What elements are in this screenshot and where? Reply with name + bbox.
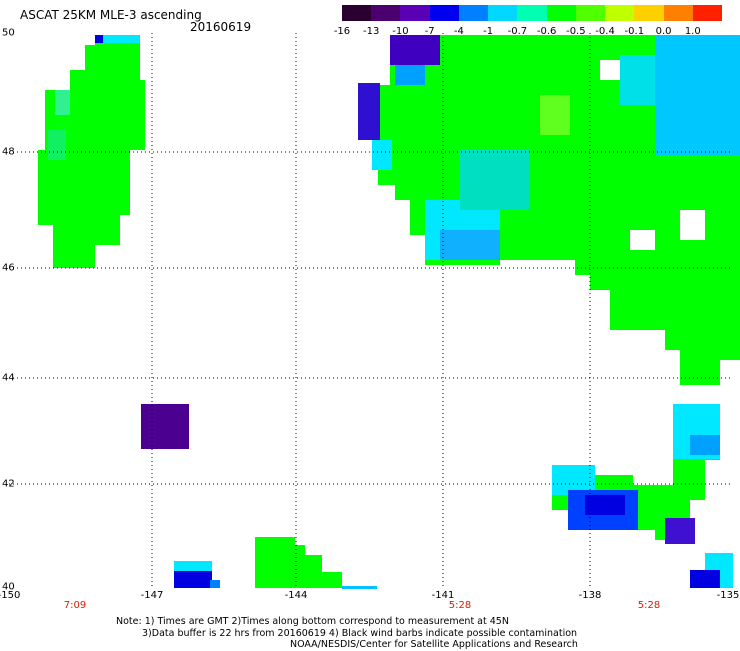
data-cell xyxy=(174,561,212,571)
data-cell xyxy=(690,570,720,588)
colorbar-swatch xyxy=(400,5,431,21)
note-line-1: Note: 1) Times are GMT 2)Times along bot… xyxy=(116,616,509,627)
data-cell xyxy=(460,150,530,210)
colorbar-tick-label: 1.0 xyxy=(684,26,701,37)
bottom-swath xyxy=(255,537,342,588)
colorbar-swatch xyxy=(371,5,401,21)
colorbar-tick-label: -0.4 xyxy=(595,26,615,37)
data-cell xyxy=(655,35,740,155)
data-cell xyxy=(540,95,570,135)
time-label: 7:09 xyxy=(63,600,87,611)
time-label: 5:28 xyxy=(637,600,661,611)
data-cell xyxy=(95,35,103,43)
colorbar-tick-label: 0.0 xyxy=(655,26,672,37)
colorbar-tick-label: -16 xyxy=(333,26,351,37)
colorbar-tick-label: -7 xyxy=(424,26,435,37)
colorbar-swatch xyxy=(429,5,460,21)
data-cell xyxy=(342,586,377,589)
x-tick-label: -135 xyxy=(716,590,740,601)
data-cell xyxy=(210,580,220,588)
data-cell xyxy=(690,435,720,455)
data-cell xyxy=(103,35,140,43)
y-tick-label: 44 xyxy=(2,372,15,384)
colorbar-tick-label: -1 xyxy=(483,26,494,37)
time-label: 5:28 xyxy=(448,600,472,611)
colorbar: -16 -13 -10 -7 -4 -1 -0.7 -0.6 -0.5 -0.4 -0.1 0.0 1.… xyxy=(334,0,723,40)
colorbar-tick-label: -0.5 xyxy=(566,26,586,37)
note-line-3: NOAA/NESDIS/Center for Satellite Applica… xyxy=(290,639,578,650)
colorbar-swatch xyxy=(634,5,665,21)
data-cell xyxy=(665,518,695,544)
colorbar-tick-label: -4 xyxy=(453,26,464,37)
purple-cell xyxy=(141,404,189,449)
data-cell xyxy=(48,130,66,160)
product-title: ASCAT 25KM MLE-3 ascending xyxy=(20,8,202,22)
colorbar-tick-label: -10 xyxy=(392,26,409,37)
right-swath xyxy=(372,35,740,385)
colorbar-tick-label: -0.6 xyxy=(536,26,557,37)
x-tick-label: -147 xyxy=(140,590,164,601)
data-cell xyxy=(390,35,440,65)
y-tick-label: 50 xyxy=(2,27,15,39)
data-cell xyxy=(55,90,70,115)
data-cell xyxy=(174,571,212,588)
data-cell xyxy=(630,230,655,250)
colorbar-swatch xyxy=(488,5,518,21)
colorbar-swatch xyxy=(458,5,489,21)
colorbar-swatch xyxy=(342,5,372,21)
y-tick-label: 46 xyxy=(2,262,15,274)
data-cell xyxy=(585,495,625,515)
data-cell xyxy=(620,55,655,105)
data-cell xyxy=(440,230,500,260)
y-tick-label: 42 xyxy=(2,478,15,490)
colorbar-tick-label: -0.7 xyxy=(507,26,528,37)
x-tick-label: -141 xyxy=(431,590,455,601)
data-cell xyxy=(395,65,425,85)
data-cell xyxy=(372,140,392,170)
product-date: 20160619 xyxy=(190,20,252,34)
colorbar-swatch xyxy=(692,5,723,21)
note-line-2: 3)Data buffer is 22 hrs from 20160619 4)… xyxy=(142,628,578,639)
x-tick-label: -150 xyxy=(0,590,21,601)
colorbar-swatch xyxy=(517,5,548,21)
data-cell xyxy=(358,83,380,140)
y-tick-label: 48 xyxy=(2,146,15,158)
colorbar-swatch xyxy=(605,5,635,21)
data-cell xyxy=(600,60,620,80)
y-tick-label: 40 xyxy=(2,581,15,593)
colorbar-tick-label: -13 xyxy=(363,26,380,37)
colorbar-swatch xyxy=(575,5,606,21)
x-tick-label: -138 xyxy=(578,590,602,601)
colorbar-swatch xyxy=(546,5,577,21)
data-cell xyxy=(680,210,705,240)
colorbar-swatch xyxy=(663,5,694,21)
colorbar-tick-label: -0.1 xyxy=(624,26,645,37)
x-tick-label: -144 xyxy=(284,590,308,601)
